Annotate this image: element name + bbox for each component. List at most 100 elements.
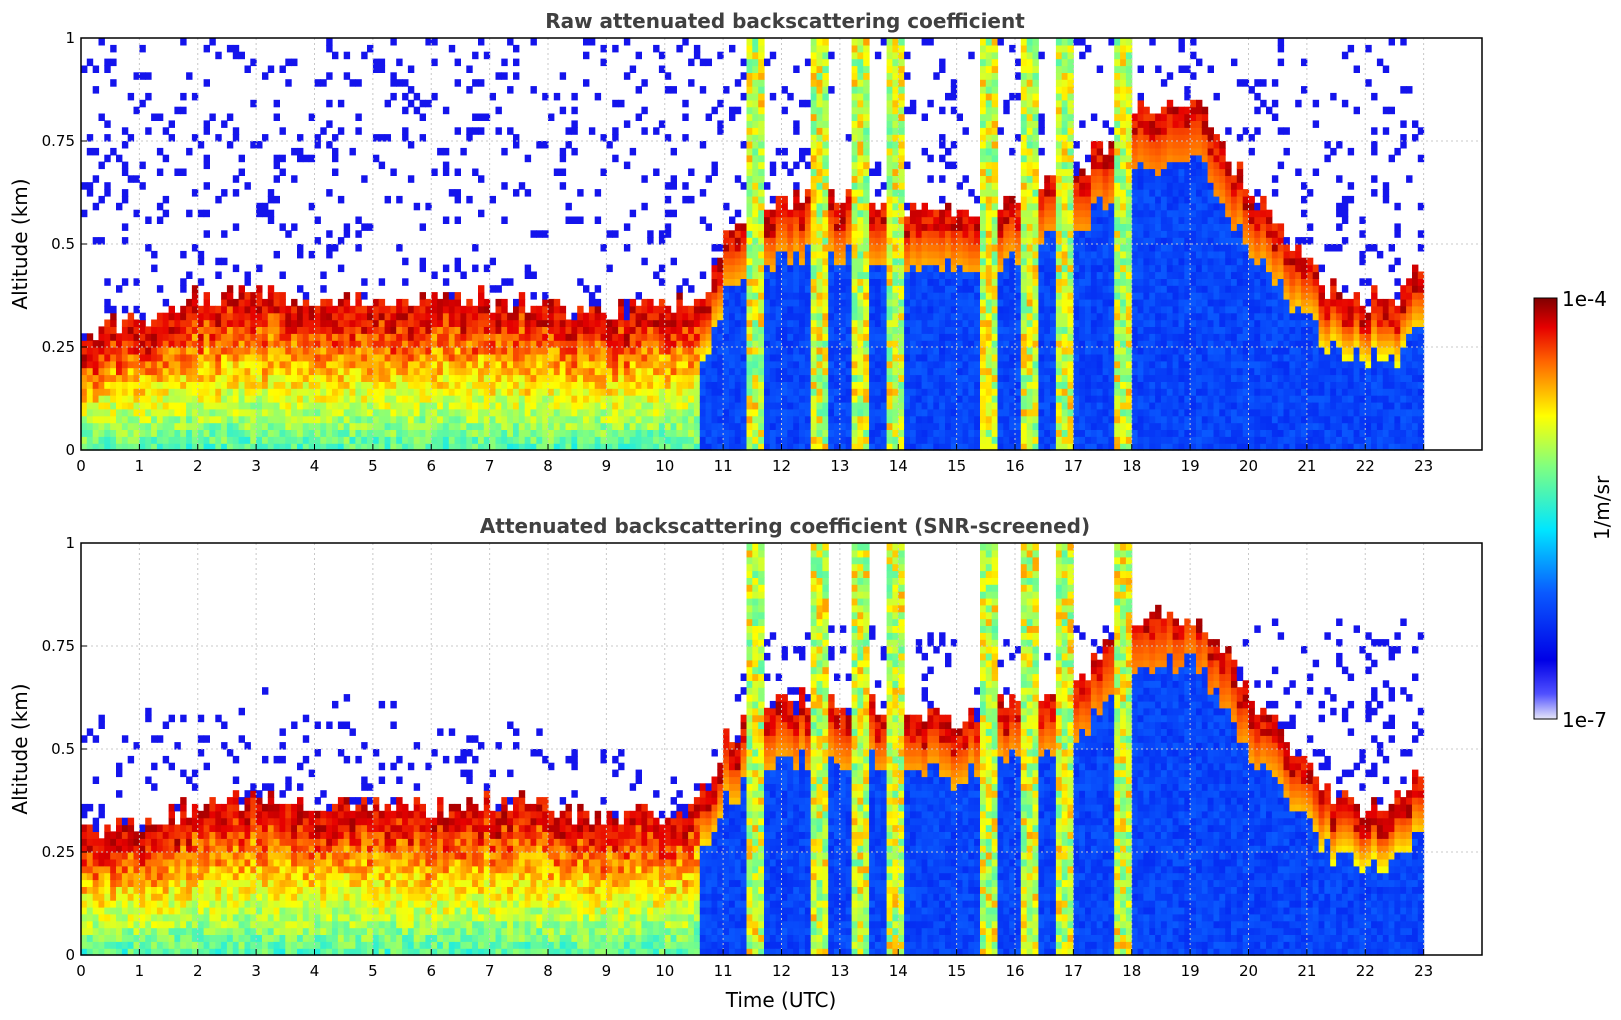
- heatmap-cell: [968, 360, 975, 369]
- heatmap-cell: [828, 353, 835, 362]
- heatmap-cell: [874, 401, 882, 410]
- heatmap-cell: [945, 298, 952, 307]
- heatmap-cell: [623, 360, 631, 369]
- heatmap-cell: [606, 436, 613, 444]
- heatmap-cell: [828, 244, 835, 252]
- heatmap-cell: [548, 422, 555, 430]
- heatmap-cell: [974, 237, 981, 245]
- heatmap-cell: [191, 395, 199, 403]
- heatmap-cell: [909, 278, 917, 286]
- heatmap-cell: [320, 360, 327, 369]
- heatmap-cell: [717, 415, 724, 424]
- heatmap-cell: [980, 106, 987, 115]
- heatmap-cell: [267, 360, 275, 369]
- heatmap-cell: [869, 298, 876, 307]
- heatmap-cell: [232, 333, 240, 341]
- heatmap-cell: [927, 326, 934, 334]
- heatmap-cell: [717, 422, 724, 430]
- heatmap-cell: [273, 333, 280, 341]
- heatmap-cell: [478, 175, 485, 183]
- heatmap-cell: [343, 340, 351, 348]
- heatmap-cell: [448, 415, 456, 424]
- heatmap-cell: [390, 312, 397, 321]
- heatmap-cell: [262, 134, 269, 142]
- heatmap-cell: [658, 237, 666, 245]
- heatmap-cell: [863, 257, 870, 266]
- heatmap-cell: [991, 319, 999, 327]
- heatmap-cell: [466, 298, 473, 307]
- heatmap-cell: [612, 340, 619, 348]
- heatmap-cell: [402, 415, 409, 424]
- heatmap-cell: [746, 86, 753, 94]
- heatmap-cell: [127, 374, 135, 382]
- heatmap-cell: [956, 113, 963, 121]
- heatmap-cell: [717, 264, 724, 273]
- heatmap-cell: [326, 120, 333, 128]
- heatmap-cell: [98, 161, 105, 170]
- heatmap-cell: [390, 326, 397, 334]
- heatmap-cell: [191, 367, 199, 376]
- heatmap-cell: [542, 422, 549, 430]
- heatmap-cell: [437, 312, 444, 321]
- heatmap-cell: [507, 381, 514, 389]
- heatmap-cell: [816, 401, 823, 410]
- heatmap-cell: [629, 340, 637, 348]
- heatmap-cell: [927, 99, 934, 108]
- heatmap-cell: [495, 305, 502, 314]
- heatmap-cell: [939, 237, 946, 245]
- heatmap-cell: [355, 298, 362, 307]
- heatmap-cell: [664, 347, 672, 355]
- heatmap-cell: [892, 367, 899, 376]
- heatmap-cell: [472, 347, 479, 355]
- heatmap-cell: [968, 257, 975, 266]
- heatmap-cell: [361, 223, 368, 231]
- heatmap-cell: [618, 429, 625, 437]
- heatmap-cell: [378, 347, 386, 355]
- heatmap-cell: [705, 326, 712, 334]
- heatmap-cell: [939, 374, 946, 382]
- heatmap-cell: [740, 271, 747, 279]
- heatmap-cell: [816, 436, 823, 444]
- heatmap-cell: [921, 347, 928, 355]
- heatmap-cell: [980, 285, 987, 293]
- heatmap-cell: [898, 292, 905, 300]
- heatmap-cell: [658, 319, 666, 327]
- heatmap-cell: [332, 326, 339, 334]
- heatmap-cell: [104, 429, 111, 437]
- heatmap-cell: [110, 367, 117, 376]
- heatmap-cell: [647, 388, 654, 396]
- heatmap-cell: [962, 278, 969, 286]
- heatmap-cell: [857, 305, 864, 314]
- heatmap-cell: [845, 195, 853, 204]
- heatmap-cell: [880, 319, 888, 327]
- heatmap-cell: [507, 443, 514, 451]
- heatmap-cell: [407, 319, 415, 327]
- heatmap-cell: [238, 429, 245, 437]
- heatmap-cell: [927, 415, 934, 424]
- heatmap-cell: [641, 353, 648, 362]
- heatmap-cell: [302, 360, 310, 369]
- heatmap-cell: [921, 422, 928, 430]
- heatmap-cell: [629, 401, 637, 410]
- heatmap-cell: [565, 422, 572, 430]
- heatmap-cell: [787, 257, 794, 266]
- heatmap-cell: [448, 395, 456, 403]
- heatmap-cell: [851, 305, 858, 314]
- heatmap-cell: [612, 374, 619, 382]
- heatmap-cell: [886, 223, 893, 231]
- heatmap-cell: [203, 353, 210, 362]
- heatmap-cell: [752, 312, 759, 321]
- heatmap-cell: [880, 305, 888, 314]
- heatmap-cell: [419, 408, 426, 417]
- heatmap-cell: [804, 202, 812, 211]
- heatmap-cell: [874, 209, 882, 218]
- heatmap-cell: [705, 388, 712, 396]
- heatmap-cell: [367, 415, 374, 424]
- heatmap-cell: [921, 285, 928, 293]
- heatmap-cell: [279, 319, 286, 327]
- heatmap-cell: [501, 443, 508, 451]
- heatmap-cell: [273, 161, 280, 170]
- heatmap-cell: [104, 443, 111, 451]
- heatmap-cell: [863, 106, 870, 115]
- heatmap-cell: [209, 319, 216, 327]
